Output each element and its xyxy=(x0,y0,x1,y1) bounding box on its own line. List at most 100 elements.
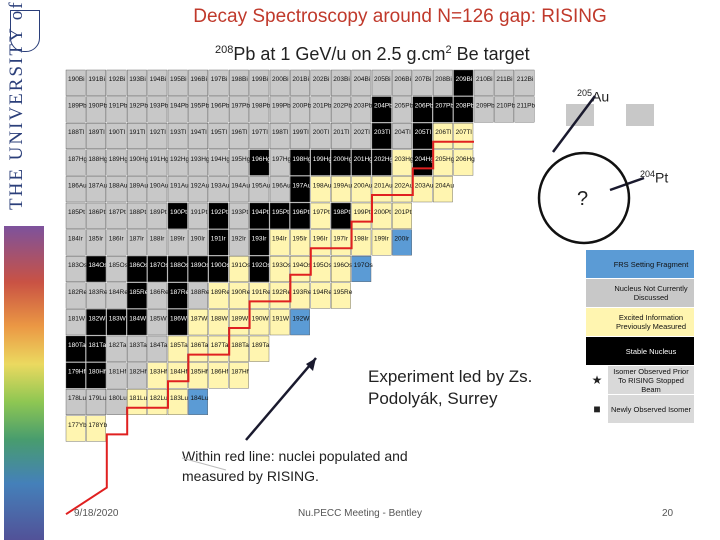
nuclide-label: 199Pt xyxy=(354,209,371,216)
nuclide-label: 177Yb xyxy=(68,422,87,429)
nuclide-label: 199Bi xyxy=(252,76,269,83)
nuclide-label: 186Os xyxy=(129,262,149,269)
nuclide-cell xyxy=(249,176,270,203)
nuclide-label: 191Pb xyxy=(109,103,128,110)
nuclide-label: 186Pt xyxy=(88,209,105,216)
nuclide-label: 199Tl xyxy=(292,129,309,136)
nuclide-cell xyxy=(290,202,310,229)
nuclide-label: 209Bi xyxy=(456,76,473,83)
nuclide-label: 189Pb xyxy=(68,103,87,110)
nuclide-label: 211Bi xyxy=(496,76,512,83)
nuclide-cell xyxy=(147,282,168,309)
nuclide-label: 182Lu xyxy=(150,395,168,402)
nuclide-label: 188W xyxy=(211,315,229,322)
nuclide-cell xyxy=(371,123,392,150)
nuclide-cell xyxy=(167,202,188,229)
nuclide-cell xyxy=(65,389,86,416)
nuclide-cell xyxy=(208,282,229,309)
nuclide-label: 197Ir xyxy=(333,236,349,243)
nuclide-label: 188Hg xyxy=(88,156,108,163)
nuclide-cell xyxy=(127,282,147,309)
nuclide-cell xyxy=(331,69,351,96)
nuclide-cell xyxy=(269,255,290,282)
nuclide-label: 185Os xyxy=(109,262,129,269)
nuclide-label: 187Pt xyxy=(109,209,126,216)
nuclide-cell xyxy=(249,69,270,96)
nuclide-cell xyxy=(147,362,168,389)
nuclide-cell xyxy=(167,69,188,96)
nuclide-cell xyxy=(331,96,351,123)
nuclide-cell xyxy=(147,202,168,229)
nuclide-cell xyxy=(228,229,249,256)
nuclide-label: 185W xyxy=(150,315,168,322)
nuclide-label: 191W xyxy=(272,315,290,322)
nuclide-cell xyxy=(228,123,249,150)
nuclide-label: 187Au xyxy=(88,182,107,189)
nuclide-label: 201Hg xyxy=(354,156,374,163)
nuclide-cell xyxy=(167,229,188,256)
nuclide-cell xyxy=(290,229,310,256)
au205-mass: 205 xyxy=(577,88,593,98)
nuclide-label: 200Pb xyxy=(292,103,311,110)
subtitle-mass: 208 xyxy=(215,44,234,56)
nuclide-cell xyxy=(433,69,453,96)
nuclide-label: 205Bi xyxy=(374,76,391,83)
legend-item: ★ Isomer Observed Prior To RISING Stopped… xyxy=(586,366,694,395)
nuclide-label: 186Ir xyxy=(109,236,125,243)
legend-label: Excited Information Previously Measured xyxy=(615,313,687,331)
nuclide-label: 195Hg xyxy=(231,156,251,163)
nuclide-cell xyxy=(147,309,168,336)
subtitle-exp: 2 xyxy=(445,44,452,56)
nuclide-cell xyxy=(228,255,249,282)
nuclide-label: 196Os xyxy=(333,262,353,269)
legend-label: Stable Nucleus xyxy=(625,346,677,356)
nuclide-label: 185Ir xyxy=(88,236,104,243)
nuclide-label: 181Ta xyxy=(88,342,106,349)
nuclide-label: 189W xyxy=(231,315,249,322)
nuclide-label: 195Pt xyxy=(272,209,289,216)
nuclide-label: 197Hg xyxy=(272,156,292,163)
nuclide-label: 201Pt xyxy=(394,209,411,216)
nuclide-cell xyxy=(208,255,229,282)
university-name: THE UNIVERSITY of York xyxy=(6,0,27,210)
nuclide-cell xyxy=(188,282,209,309)
nuclide-label: 202Bi xyxy=(313,76,330,83)
nuclide-cell xyxy=(208,149,229,176)
nuclide-cell xyxy=(310,202,331,229)
nuclide-label: 183Ta xyxy=(129,342,147,349)
nuclide-cell xyxy=(473,96,494,123)
nuclide-label: 199Pb xyxy=(272,103,291,110)
nuclide-cell xyxy=(310,176,331,203)
nuclide-cell xyxy=(412,69,433,96)
nuclide-label: 191Re xyxy=(252,289,272,296)
legend-item: Stable Nucleus xyxy=(586,337,694,366)
nuclide-cell xyxy=(188,149,209,176)
nuclide-cell xyxy=(331,149,351,176)
nuclide-cell xyxy=(86,415,106,442)
nuclide-label: 188Ta xyxy=(231,342,249,349)
nuclide-label: 186Hf xyxy=(211,369,229,376)
nuclide-cell xyxy=(106,123,127,150)
nuclide-label: 184Lu xyxy=(190,395,208,402)
slide-title: Decay Spectroscopy around N=126 gap: RIS… xyxy=(193,6,607,27)
slide-subtitle: 208Pb at 1 GeV/u on 2.5 g.cm2 Be target xyxy=(215,44,530,65)
nuclide-cell xyxy=(310,69,331,96)
nuclide-cell xyxy=(167,335,188,362)
nuclide-cell xyxy=(106,335,127,362)
nuclide-label: 195Au xyxy=(252,182,271,189)
nuclide-label: 204Au xyxy=(435,182,454,189)
nuclide-cell xyxy=(86,176,106,203)
nuclide-cell xyxy=(188,255,209,282)
nuclide-label: 208Pb xyxy=(456,103,475,110)
nuclide-cell xyxy=(208,96,229,123)
nuclide-cell xyxy=(269,123,290,150)
nuclide-label: 187Hg xyxy=(68,156,88,163)
nuclide-label: 194Tl xyxy=(190,129,207,136)
nuclide-cell xyxy=(453,149,474,176)
nuclide-label: 195Re xyxy=(333,289,353,296)
nuclide-label: 188Os xyxy=(170,262,190,269)
nuclide-cell xyxy=(65,415,86,442)
nuclide-label: 189Os xyxy=(190,262,210,269)
nuclide-cell xyxy=(351,176,372,203)
nuclide-cell xyxy=(188,389,209,416)
